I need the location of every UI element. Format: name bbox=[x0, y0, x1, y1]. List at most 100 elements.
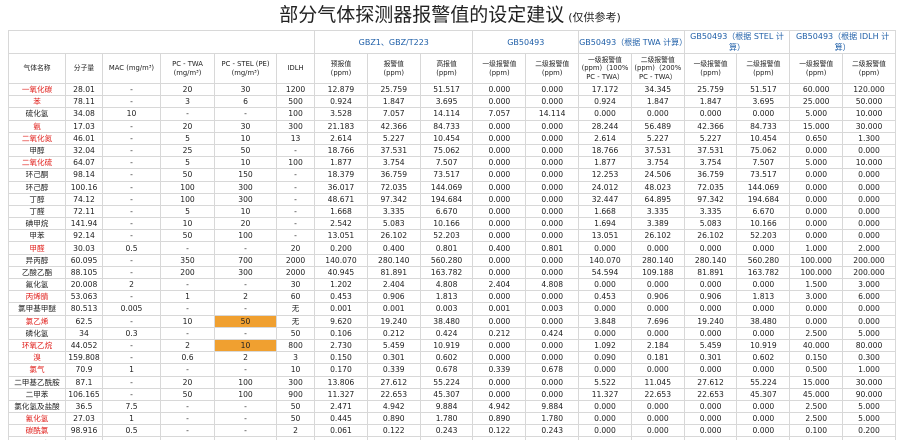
cell: 19.240 bbox=[683, 314, 738, 328]
gas-name: 丙烯腈 bbox=[8, 290, 66, 304]
cell: 30 bbox=[275, 277, 316, 292]
cell: 0.424 bbox=[419, 326, 474, 340]
cell: 0.000 bbox=[683, 277, 738, 292]
cell: 54.594 bbox=[578, 265, 632, 280]
cell: 1.813 bbox=[419, 290, 474, 304]
cell: 60.000 bbox=[789, 82, 844, 97]
cell: 50 bbox=[275, 326, 316, 340]
cell: 34.345 bbox=[630, 82, 685, 97]
cell: 5.000 bbox=[789, 107, 844, 121]
cell: 24.506 bbox=[630, 168, 685, 182]
gas-name: 一氧化碳 bbox=[8, 82, 66, 97]
table-row: 氯化氢及盐酸 36.5 7.5- -50 2.471 4.942 9.884 4.942 9.8… bbox=[8, 399, 896, 414]
cell: 144.069 bbox=[419, 180, 474, 194]
cell: 36.759 bbox=[683, 168, 738, 182]
table-row: 溴 159.808-0.6 2 3 0.150 0.301 0.602 0.000 0.000 0… bbox=[8, 351, 896, 365]
cell: 3.389 bbox=[630, 217, 685, 231]
table-row: 硫化氢 34.08 10- -100 3.528 7.057 14.114 7.057 14.1… bbox=[8, 107, 896, 121]
cell: 0.000 bbox=[525, 436, 580, 440]
cell: 3 bbox=[160, 95, 215, 109]
cell: 36.759 bbox=[366, 168, 421, 182]
gas-name: 氯气 bbox=[8, 363, 66, 377]
cell: 10 bbox=[102, 107, 161, 121]
cell: 100 bbox=[275, 156, 316, 170]
cell: 0.301 bbox=[683, 351, 738, 365]
cell: 50.000 bbox=[842, 95, 896, 109]
cell: 7.696 bbox=[630, 314, 685, 328]
cell: 0.150 bbox=[314, 351, 368, 365]
cell: 10 bbox=[160, 217, 215, 231]
cell: 0.924 bbox=[314, 95, 368, 109]
cell: - bbox=[102, 180, 161, 194]
cell: 20.008 bbox=[65, 277, 103, 292]
column-header: 二级报警值 (ppm) bbox=[525, 53, 580, 84]
cell: - bbox=[160, 399, 215, 414]
cell: 27.612 bbox=[683, 375, 738, 389]
cell: 51.517 bbox=[419, 82, 474, 97]
cell: 5.000 bbox=[842, 399, 896, 414]
cell: 900 bbox=[275, 387, 316, 401]
cell: 26.102 bbox=[630, 229, 685, 243]
cell: 15.000 bbox=[789, 119, 844, 133]
cell: 0.000 bbox=[842, 217, 896, 231]
gas-name: 环氧乙烷 bbox=[8, 338, 66, 353]
cell: 0.000 bbox=[842, 192, 896, 206]
column-header: 一级报警值 (ppm) bbox=[789, 53, 844, 84]
cell: 10 bbox=[214, 131, 277, 145]
cell: - bbox=[275, 180, 316, 194]
cell: 0.000 bbox=[578, 241, 632, 255]
cell: 0.000 bbox=[472, 229, 527, 243]
cell: 2 bbox=[102, 277, 161, 292]
cell: 0.000 bbox=[525, 253, 580, 267]
cell: 18.766 bbox=[578, 143, 632, 158]
cell: 25.000 bbox=[789, 95, 844, 109]
cell: 10 bbox=[275, 363, 316, 377]
cell: 1.694 bbox=[578, 217, 632, 231]
cell: 0.000 bbox=[842, 229, 896, 243]
cell: 5.083 bbox=[683, 217, 738, 231]
cell: 1.000 bbox=[842, 363, 896, 377]
cell: 0.000 bbox=[630, 277, 685, 292]
cell: 13 bbox=[275, 131, 316, 145]
cell: 2.500 bbox=[789, 326, 844, 340]
gas-name: 异丙醇 bbox=[8, 253, 66, 267]
cell: 97.342 bbox=[683, 192, 738, 206]
cell: 5.227 bbox=[366, 131, 421, 145]
cell: 73.517 bbox=[419, 168, 474, 182]
cell: 28.244 bbox=[578, 119, 632, 133]
cell: 56.489 bbox=[630, 119, 685, 133]
cell: 0.453 bbox=[578, 290, 632, 304]
note: (仅供参考) bbox=[568, 11, 621, 24]
cell: 0.000 bbox=[472, 143, 527, 158]
cell: 0.003 bbox=[525, 302, 580, 316]
cell: 6 bbox=[214, 95, 277, 109]
cell: 0.000 bbox=[736, 277, 791, 292]
cell: 0.000 bbox=[789, 192, 844, 206]
table-row: 丁醇 74.12-100 300-48.671 97.342 194.684 0.000 0… bbox=[8, 192, 896, 206]
cell: 4.808 bbox=[525, 277, 580, 292]
cell: - bbox=[160, 107, 215, 121]
cell: 0.000 bbox=[683, 107, 738, 121]
gas-name: 溴 bbox=[8, 351, 66, 365]
gas-name: 硫化氢 bbox=[8, 107, 66, 121]
cell: 1.813 bbox=[736, 290, 791, 304]
cell: 0.000 bbox=[789, 204, 844, 219]
cell: 62.5 bbox=[65, 314, 103, 328]
cell: 0.000 bbox=[472, 95, 527, 109]
cell: 144.069 bbox=[736, 180, 791, 194]
cell: 20 bbox=[160, 82, 215, 97]
cell: 55.224 bbox=[419, 375, 474, 389]
cell: - bbox=[214, 399, 277, 414]
cell: 1.780 bbox=[525, 412, 580, 426]
cell: 0.000 bbox=[789, 217, 844, 231]
cell: 0.801 bbox=[419, 241, 474, 255]
cell: 0.000 bbox=[525, 119, 580, 133]
cell: - bbox=[214, 326, 277, 340]
cell: - bbox=[275, 204, 316, 219]
cell: 3.754 bbox=[630, 156, 685, 170]
cell: 38.480 bbox=[736, 314, 791, 328]
cell: 75.062 bbox=[419, 143, 474, 158]
cell: 500 bbox=[275, 95, 316, 109]
cell: 100.000 bbox=[789, 265, 844, 280]
cell: 0.453 bbox=[314, 290, 368, 304]
